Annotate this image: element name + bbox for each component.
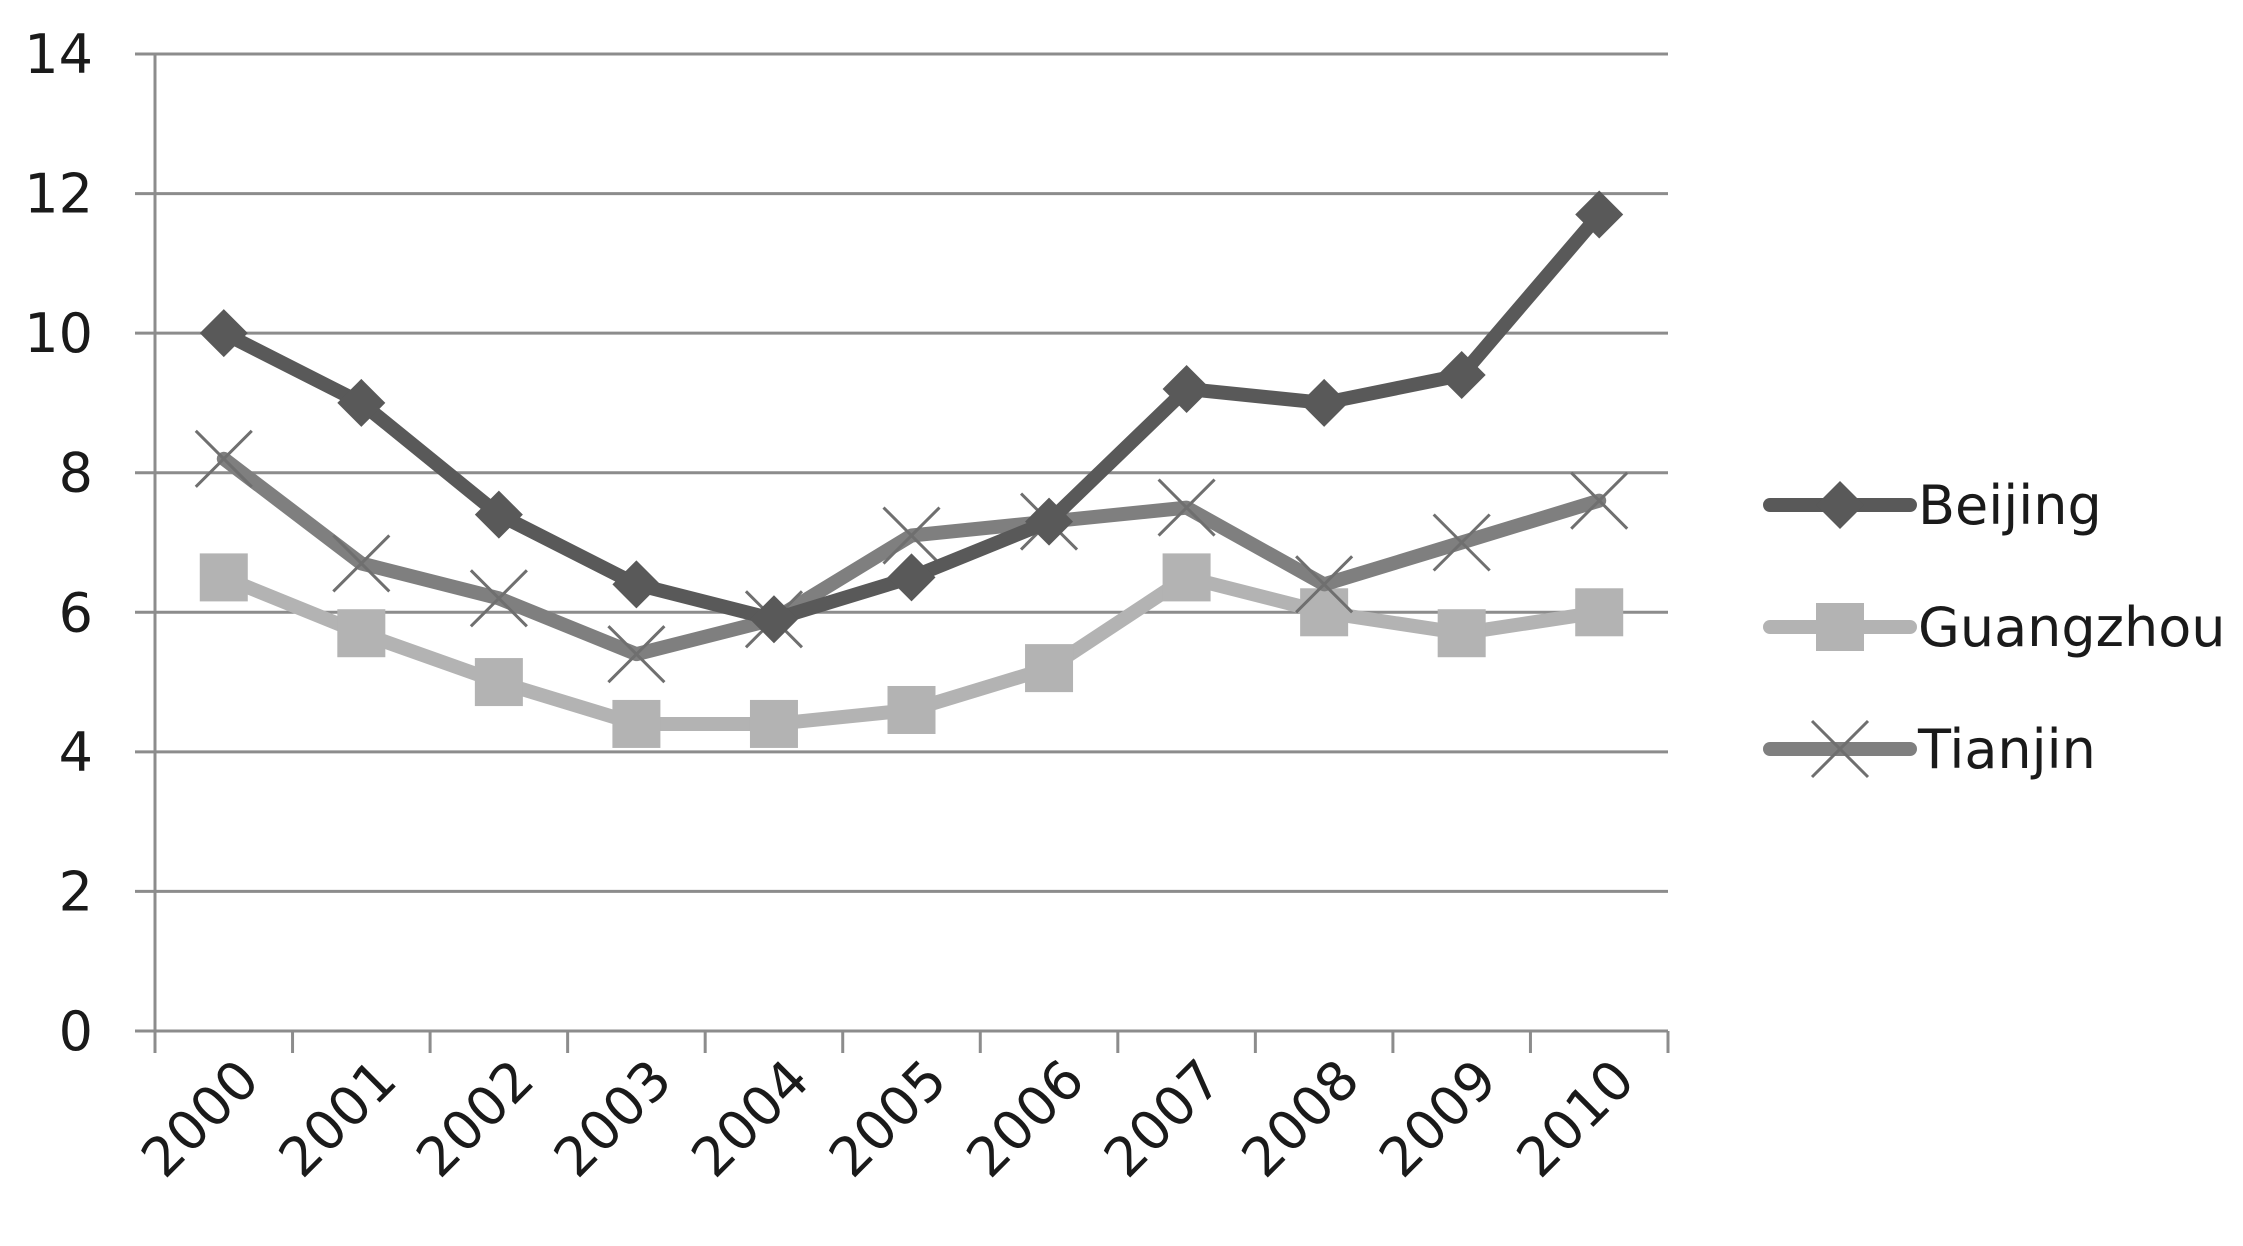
x-marker-stroke — [1810, 719, 1870, 779]
x-marker-stroke — [1157, 478, 1216, 537]
data-point — [749, 699, 798, 748]
data-point — [1437, 351, 1486, 400]
x-tick-label: 2004 — [679, 1048, 821, 1190]
data-point — [1162, 553, 1211, 602]
data-point — [749, 595, 798, 644]
legend: Beijing Guangzhou Tianjin — [1763, 474, 2226, 781]
data-point — [1025, 497, 1074, 546]
x-marker-stroke — [469, 569, 528, 628]
data-point — [1437, 609, 1486, 658]
data-point — [332, 534, 391, 593]
y-tick-label: 8 — [59, 442, 93, 505]
data-point — [474, 490, 523, 539]
data-point — [1570, 471, 1629, 530]
data-point — [887, 685, 936, 734]
legend-marker — [1810, 719, 1870, 779]
x-tick-label: 2001 — [267, 1048, 409, 1190]
series-beijing — [199, 190, 1624, 644]
x-marker-stroke — [194, 429, 253, 488]
y-tick-label: 12 — [24, 163, 93, 226]
data-point — [199, 309, 248, 358]
data-point — [607, 625, 666, 684]
legend-item-beijing: Beijing — [1763, 474, 2102, 537]
data-point — [612, 560, 661, 609]
series-guangzhou — [199, 553, 1624, 748]
x-marker-stroke — [332, 534, 391, 593]
y-tick-label: 4 — [59, 721, 93, 784]
x-tick-label: 2010 — [1505, 1048, 1647, 1190]
legend-marker — [1816, 481, 1864, 529]
data-point — [469, 569, 528, 628]
x-tick-label: 2003 — [542, 1048, 684, 1190]
x-tick-label: 2008 — [1230, 1048, 1372, 1190]
x-marker-stroke — [607, 625, 666, 684]
y-tick-label: 0 — [59, 1000, 93, 1063]
data-point — [337, 609, 386, 658]
data-point — [1295, 555, 1354, 614]
grid-layer — [155, 52, 1668, 893]
x-tick-label: 2006 — [955, 1048, 1097, 1190]
data-point — [1157, 478, 1216, 537]
axis-layer: 0246810121420002001200220032004200520062… — [24, 23, 1670, 1190]
x-marker-stroke — [882, 506, 941, 565]
legend-marker — [1816, 603, 1864, 651]
data-point — [199, 553, 248, 602]
y-tick-label: 2 — [59, 860, 93, 923]
legend-label: Tianjin — [1917, 718, 2096, 781]
data-point — [194, 429, 253, 488]
legend-label: Guangzhou — [1918, 596, 2226, 659]
y-tick-label: 14 — [24, 23, 93, 86]
data-point — [474, 658, 523, 707]
data-point — [1575, 190, 1624, 239]
x-marker-stroke — [1295, 555, 1354, 614]
data-point — [1300, 588, 1349, 637]
x-tick-label: 2007 — [1092, 1048, 1234, 1190]
data-point — [1432, 513, 1491, 572]
data-point — [1300, 378, 1349, 427]
data-point — [1162, 364, 1211, 413]
series-tianjin — [194, 429, 1629, 684]
data-point — [887, 553, 936, 602]
data-point — [882, 506, 941, 565]
y-tick-label: 6 — [59, 581, 93, 644]
x-marker-stroke — [1432, 513, 1491, 572]
x-tick-label: 2009 — [1367, 1048, 1509, 1190]
data-point — [1025, 644, 1074, 693]
x-marker-stroke — [1570, 471, 1629, 530]
legend-label: Beijing — [1918, 474, 2102, 537]
series-layer — [194, 190, 1629, 748]
data-point — [612, 699, 661, 748]
x-tick-label: 2000 — [129, 1048, 271, 1190]
data-point — [1575, 588, 1624, 637]
x-tick-label: 2005 — [817, 1048, 959, 1190]
x-tick-label: 2002 — [404, 1048, 546, 1190]
y-tick-label: 10 — [24, 302, 93, 365]
legend-item-guangzhou: Guangzhou — [1763, 596, 2226, 659]
legend-item-tianjin: Tianjin — [1763, 718, 2096, 781]
data-point — [337, 378, 386, 427]
